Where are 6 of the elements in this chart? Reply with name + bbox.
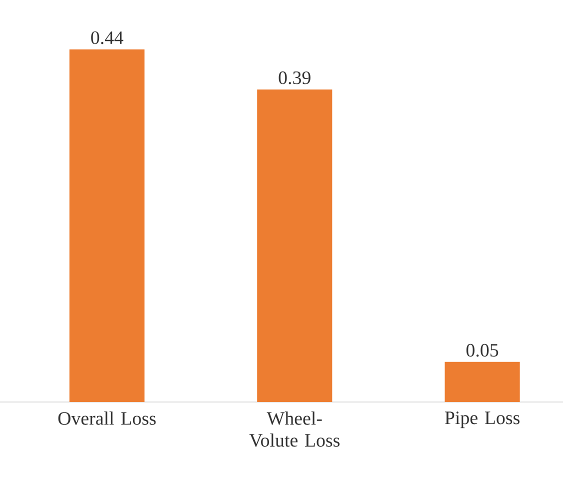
x-tick-label: Pipe Loss [444, 412, 520, 428]
data-label: 0.44 [91, 31, 124, 44]
data-label: 0.39 [278, 71, 310, 84]
data-label: 0.05 [466, 344, 498, 357]
x-tick-label: Overall Loss [58, 412, 156, 425]
x-tick-label: Wheel-Volute Loss [249, 412, 340, 447]
